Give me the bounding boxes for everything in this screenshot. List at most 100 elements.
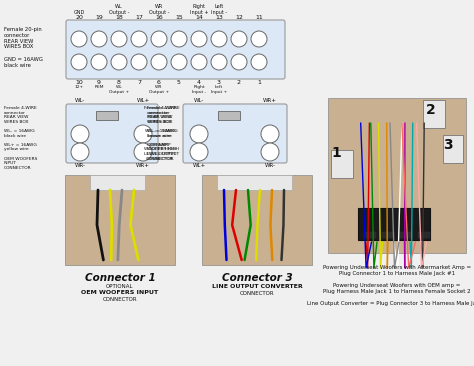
Bar (331, 150, 353, 178)
Text: 12+: 12+ (74, 85, 83, 89)
Text: WL
Output +: WL Output + (109, 85, 129, 94)
FancyBboxPatch shape (183, 104, 287, 163)
Text: 17: 17 (135, 15, 143, 20)
Circle shape (151, 54, 167, 70)
FancyBboxPatch shape (202, 175, 312, 265)
Circle shape (191, 31, 207, 47)
Bar (443, 135, 463, 163)
Text: WR+: WR+ (136, 163, 150, 168)
Circle shape (134, 125, 152, 143)
Text: GND: GND (73, 10, 85, 15)
Circle shape (190, 143, 208, 161)
Bar (358, 208, 430, 240)
Circle shape (191, 54, 207, 70)
Circle shape (131, 31, 147, 47)
Text: 9: 9 (97, 80, 101, 85)
Text: 11: 11 (255, 15, 263, 20)
FancyBboxPatch shape (66, 104, 158, 163)
FancyBboxPatch shape (90, 175, 145, 190)
Text: 14: 14 (195, 15, 203, 20)
Circle shape (91, 54, 107, 70)
Text: Female 20-pin
connector
REAR VIEW
WIRES BOX: Female 20-pin connector REAR VIEW WIRES … (4, 27, 42, 49)
Text: Left
Input +: Left Input + (211, 85, 227, 94)
Text: WL+: WL+ (137, 98, 150, 103)
Circle shape (91, 31, 107, 47)
Text: Female 4-WIRE
connector
REAR VIEW
WIRES BOX

WL- = 16AWG
brown wire

OEM AMP
WOO: Female 4-WIRE connector REAR VIEW WIRES … (147, 106, 180, 161)
Text: 4: 4 (197, 80, 201, 85)
Text: 3: 3 (217, 80, 221, 85)
Bar (364, 232, 376, 238)
Bar (418, 232, 430, 238)
Circle shape (211, 54, 227, 70)
Text: REM: REM (94, 85, 104, 89)
Circle shape (151, 31, 167, 47)
Circle shape (111, 31, 127, 47)
Text: WR-: WR- (264, 163, 275, 168)
Circle shape (261, 125, 279, 143)
Bar (96, 111, 118, 120)
Text: Connector 3: Connector 3 (222, 273, 292, 283)
Circle shape (71, 54, 87, 70)
Text: Line Output Converter = Plug Connector 3 to Harness Male Jack 3: Line Output Converter = Plug Connector 3… (307, 301, 474, 306)
Text: 19: 19 (95, 15, 103, 20)
Text: Right
Input -: Right Input - (192, 85, 206, 94)
Text: WL-: WL- (194, 98, 204, 103)
Circle shape (251, 31, 267, 47)
Text: Connector 1: Connector 1 (85, 273, 155, 283)
Text: 16: 16 (155, 15, 163, 20)
Text: WR
Output +: WR Output + (149, 85, 169, 94)
Text: LINE OUTPUT CONVERTER: LINE OUTPUT CONVERTER (211, 284, 302, 289)
Bar (423, 100, 445, 128)
Circle shape (71, 31, 87, 47)
Text: 12: 12 (235, 15, 243, 20)
Text: Powering Underseat Woofers with Aftermarket Amp =
Plug Connector 1 to Harness Ma: Powering Underseat Woofers with Aftermar… (323, 265, 471, 276)
Text: 8: 8 (117, 80, 121, 85)
Text: 1: 1 (331, 146, 341, 160)
Text: Female 4-WIRE
connector
REAR VIEW
WIRES BOX

WL- = 16AWG
black wire

WL+ = 16AWG: Female 4-WIRE connector REAR VIEW WIRES … (4, 106, 37, 170)
Circle shape (134, 143, 152, 161)
Text: CONNECTOR: CONNECTOR (240, 291, 274, 296)
Text: WR
Output -: WR Output - (149, 4, 169, 15)
Text: 6: 6 (157, 80, 161, 85)
Circle shape (190, 125, 208, 143)
Circle shape (171, 31, 187, 47)
Circle shape (211, 31, 227, 47)
Bar (382, 232, 394, 238)
Bar (218, 111, 240, 120)
Text: OPTIONAL: OPTIONAL (106, 284, 134, 289)
Text: CONNECTOR: CONNECTOR (103, 297, 137, 302)
Text: 3: 3 (443, 138, 453, 152)
Text: WL+: WL+ (192, 163, 206, 168)
Text: 5: 5 (177, 80, 181, 85)
Text: Powering Underseat Woofers with OEM amp =
Plug Harness Male Jack 1 to Harness Fe: Powering Underseat Woofers with OEM amp … (323, 283, 471, 294)
Circle shape (171, 54, 187, 70)
Circle shape (261, 143, 279, 161)
FancyBboxPatch shape (66, 20, 285, 79)
Text: WR-: WR- (74, 163, 85, 168)
Text: 10: 10 (75, 80, 83, 85)
Circle shape (131, 54, 147, 70)
Text: 1: 1 (257, 80, 261, 85)
Text: 20: 20 (75, 15, 83, 20)
Text: OEM WOOFERS INPUT: OEM WOOFERS INPUT (82, 290, 159, 295)
Text: 2: 2 (237, 80, 241, 85)
Text: 2: 2 (426, 103, 436, 117)
Text: WR+: WR+ (263, 98, 277, 103)
Text: WL
Output -: WL Output - (109, 4, 129, 15)
Circle shape (111, 54, 127, 70)
FancyBboxPatch shape (328, 98, 466, 253)
Circle shape (71, 143, 89, 161)
FancyBboxPatch shape (217, 175, 292, 190)
Circle shape (71, 125, 89, 143)
FancyBboxPatch shape (65, 175, 175, 265)
Text: 13: 13 (215, 15, 223, 20)
Text: GND = 16AWG
black wire: GND = 16AWG black wire (4, 57, 43, 68)
Circle shape (231, 31, 247, 47)
Text: 18: 18 (115, 15, 123, 20)
Bar (400, 232, 412, 238)
Text: WL-: WL- (75, 98, 85, 103)
Text: Left
Input -: Left Input - (211, 4, 227, 15)
Text: 7: 7 (137, 80, 141, 85)
Text: 15: 15 (175, 15, 183, 20)
Text: Female 4-WIRE
connector
REAR VIEW
WIRES BOX

WL- = 16AWG
brown wire

OEM AMP
WOO: Female 4-WIRE connector REAR VIEW WIRES … (144, 106, 176, 161)
